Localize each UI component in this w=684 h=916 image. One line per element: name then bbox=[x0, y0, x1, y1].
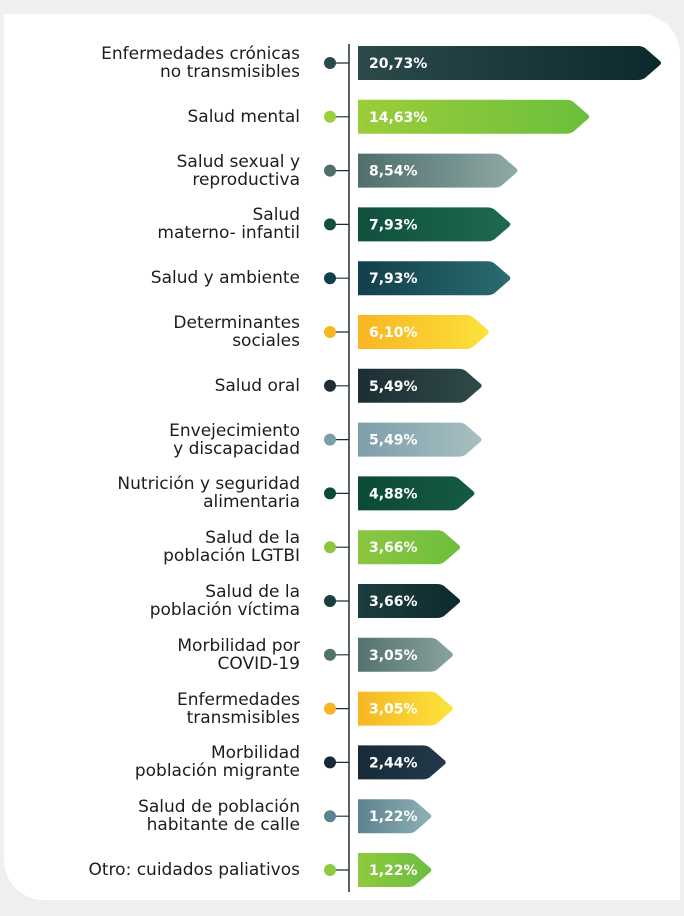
value-label: 3,66% bbox=[369, 594, 418, 610]
value-label: 3,05% bbox=[369, 648, 418, 664]
dot bbox=[324, 487, 336, 500]
bar bbox=[358, 691, 453, 726]
dot bbox=[324, 756, 336, 769]
dot bbox=[324, 57, 336, 69]
value-label: 1,22% bbox=[369, 809, 418, 825]
value-label: 5,49% bbox=[369, 379, 418, 395]
dot bbox=[324, 541, 336, 554]
value-label: 3,05% bbox=[369, 702, 418, 718]
value-label: 1,22% bbox=[369, 863, 418, 879]
category-label: Nutrición y seguridad alimentaria bbox=[117, 474, 300, 513]
dot bbox=[324, 864, 336, 876]
category-label: Enfermedades crónicas no transmisibles bbox=[101, 44, 300, 82]
category-label: Determinantes sociales bbox=[173, 313, 300, 351]
value-label: 4,88% bbox=[369, 486, 418, 502]
value-label: 14,63% bbox=[369, 110, 427, 126]
value-label: 3,66% bbox=[369, 540, 418, 556]
category-label: Salud de la población víctima bbox=[149, 582, 300, 620]
bar bbox=[358, 799, 432, 834]
bar bbox=[358, 315, 489, 349]
dot bbox=[324, 433, 336, 446]
dot bbox=[324, 595, 336, 607]
value-label: 2,44% bbox=[369, 755, 418, 771]
value-label: 7,93% bbox=[369, 271, 418, 287]
bar bbox=[358, 153, 518, 188]
category-label: Salud de población habitante de calle bbox=[138, 797, 300, 836]
bar bbox=[358, 99, 590, 134]
bar bbox=[358, 476, 475, 511]
category-label: Salud sexual y reproductiva bbox=[176, 151, 300, 190]
category-label: Morbilidad por COVID-19 bbox=[177, 635, 300, 674]
bar bbox=[358, 207, 511, 242]
value-label: 8,54% bbox=[369, 164, 418, 180]
category-label: Salud oral bbox=[214, 375, 300, 396]
bar bbox=[358, 530, 461, 565]
bar bbox=[358, 46, 661, 80]
category-label: Salud y ambiente bbox=[150, 268, 300, 289]
value-label: 20,73% bbox=[369, 56, 427, 72]
category-label: Salud de la población LGTBI bbox=[163, 528, 300, 567]
bar bbox=[358, 261, 511, 296]
dot bbox=[324, 702, 336, 715]
dot bbox=[324, 218, 336, 231]
category-label: Enfermedades transmisibles bbox=[177, 689, 300, 728]
dot bbox=[324, 810, 336, 823]
bar bbox=[358, 853, 432, 887]
dot bbox=[324, 272, 336, 285]
category-label: Otro: cuidados paliativos bbox=[88, 860, 300, 880]
dot bbox=[324, 326, 336, 338]
value-label: 7,93% bbox=[369, 217, 418, 233]
category-label: Morbilidad población migrante bbox=[134, 743, 300, 782]
category-label: Envejecimiento y discapacidad bbox=[169, 420, 300, 459]
dot bbox=[324, 110, 336, 123]
bar bbox=[358, 422, 482, 457]
dot bbox=[324, 164, 336, 177]
dot bbox=[324, 379, 336, 392]
bar bbox=[358, 368, 482, 403]
value-label: 6,10% bbox=[369, 325, 418, 341]
bar bbox=[358, 637, 453, 672]
dot bbox=[324, 648, 336, 661]
value-label: 5,49% bbox=[369, 433, 418, 449]
bar bbox=[358, 584, 461, 618]
card bbox=[4, 14, 680, 900]
category-label: Salud mental bbox=[187, 106, 300, 127]
bar bbox=[358, 745, 446, 780]
category-label: Salud materno- infantil bbox=[157, 205, 300, 244]
